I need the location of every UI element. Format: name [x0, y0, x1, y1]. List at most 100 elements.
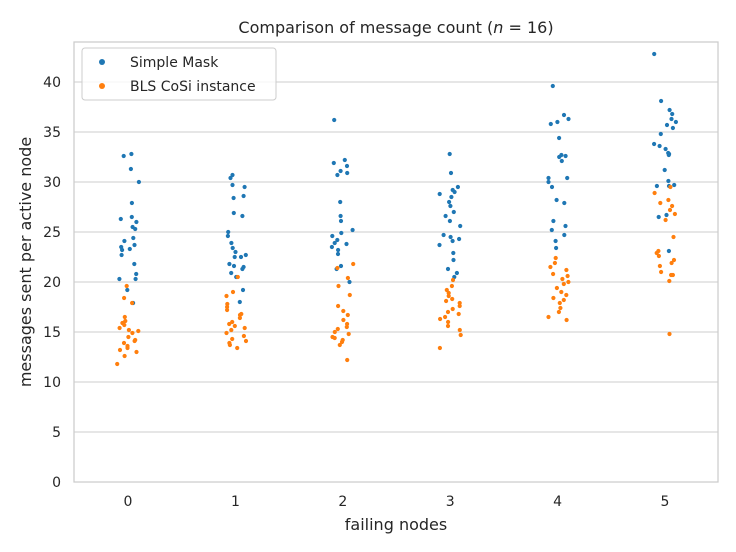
x-tick-label: 4	[553, 494, 562, 510]
point-simple-mask	[232, 254, 237, 260]
point-simple-mask	[669, 116, 674, 122]
point-simple-mask	[546, 175, 551, 181]
plot-area	[74, 42, 718, 482]
point-bls-cosi	[551, 295, 556, 301]
point-simple-mask	[338, 263, 344, 269]
point-simple-mask	[551, 218, 556, 224]
point-bls-cosi	[132, 338, 137, 344]
point-simple-mask	[554, 245, 559, 251]
point-bls-cosi	[671, 234, 676, 240]
point-bls-cosi	[437, 345, 442, 351]
point-bls-cosi	[237, 315, 242, 321]
point-simple-mask	[457, 236, 462, 242]
point-bls-cosi	[224, 330, 229, 336]
point-bls-cosi	[445, 323, 451, 329]
point-bls-cosi	[554, 285, 560, 291]
point-simple-mask	[549, 227, 554, 233]
point-simple-mask	[132, 261, 137, 267]
point-simple-mask	[666, 248, 672, 254]
point-bls-cosi	[335, 265, 340, 271]
point-bls-cosi	[658, 200, 663, 206]
point-simple-mask	[451, 250, 456, 256]
point-bls-cosi	[230, 336, 235, 342]
y-tick-label: 30	[43, 175, 61, 191]
point-simple-mask	[667, 107, 672, 113]
point-bls-cosi	[663, 217, 668, 223]
point-simple-mask	[670, 111, 675, 117]
point-bls-cosi	[136, 328, 141, 334]
point-bls-cosi	[345, 357, 350, 363]
point-bls-cosi	[654, 250, 659, 256]
point-simple-mask	[121, 153, 126, 159]
point-simple-mask	[131, 235, 136, 241]
point-simple-mask	[652, 51, 657, 57]
point-bls-cosi	[449, 283, 454, 289]
point-bls-cosi	[564, 317, 569, 323]
point-simple-mask	[555, 119, 560, 125]
point-simple-mask	[129, 214, 134, 220]
point-bls-cosi	[227, 342, 232, 348]
point-bls-cosi	[235, 274, 240, 280]
x-axis-label: failing nodes	[345, 515, 447, 534]
point-bls-cosi	[670, 203, 675, 209]
point-simple-mask	[125, 287, 130, 293]
point-bls-cosi	[126, 334, 131, 340]
point-bls-cosi	[667, 207, 673, 213]
point-simple-mask	[238, 254, 244, 260]
gridlines	[74, 81, 718, 483]
point-simple-mask	[445, 266, 451, 272]
point-bls-cosi	[345, 312, 350, 318]
y-tick-label: 0	[52, 475, 61, 491]
point-simple-mask	[332, 117, 337, 123]
point-simple-mask	[329, 244, 334, 250]
point-bls-cosi	[339, 339, 345, 345]
x-tick-label: 1	[231, 494, 240, 510]
point-bls-cosi	[332, 335, 337, 341]
point-bls-cosi	[122, 314, 127, 320]
point-bls-cosi	[242, 325, 247, 331]
point-simple-mask	[230, 182, 235, 188]
point-simple-mask	[242, 184, 247, 190]
point-simple-mask	[554, 197, 559, 203]
point-simple-mask	[657, 143, 662, 149]
point-simple-mask	[455, 184, 460, 190]
point-bls-cosi	[115, 361, 120, 367]
legend-label-simple-mask: Simple Mask	[130, 55, 219, 71]
x-tick-label: 3	[446, 494, 455, 510]
point-simple-mask	[559, 158, 564, 164]
point-bls-cosi	[232, 323, 237, 329]
point-bls-cosi	[134, 349, 139, 355]
point-bls-cosi	[122, 322, 127, 328]
point-simple-mask	[563, 153, 568, 159]
point-bls-cosi	[444, 298, 449, 304]
point-simple-mask	[118, 216, 123, 222]
point-simple-mask	[562, 232, 567, 238]
y-axis-label: messages sent per active node	[16, 137, 35, 387]
point-simple-mask	[447, 218, 452, 224]
data-points	[115, 51, 679, 367]
point-simple-mask	[443, 213, 448, 219]
point-simple-mask	[344, 241, 349, 247]
point-bls-cosi	[557, 300, 562, 306]
point-bls-cosi	[556, 309, 562, 315]
point-bls-cosi	[122, 295, 127, 301]
point-bls-cosi	[657, 263, 663, 269]
point-simple-mask	[550, 83, 555, 89]
point-simple-mask	[229, 270, 234, 276]
y-tick-label: 10	[43, 375, 61, 391]
point-simple-mask	[448, 234, 453, 240]
point-simple-mask	[133, 276, 138, 282]
point-simple-mask	[549, 184, 555, 190]
point-bls-cosi	[552, 260, 558, 266]
point-simple-mask	[548, 121, 553, 127]
point-simple-mask	[452, 189, 457, 195]
point-bls-cosi	[546, 314, 551, 320]
point-simple-mask	[447, 199, 452, 205]
point-bls-cosi	[347, 292, 352, 298]
point-simple-mask	[335, 172, 340, 178]
point-bls-cosi	[559, 289, 564, 295]
point-simple-mask	[117, 276, 122, 282]
point-simple-mask	[656, 214, 661, 220]
point-simple-mask	[335, 251, 341, 257]
point-simple-mask	[659, 98, 664, 104]
